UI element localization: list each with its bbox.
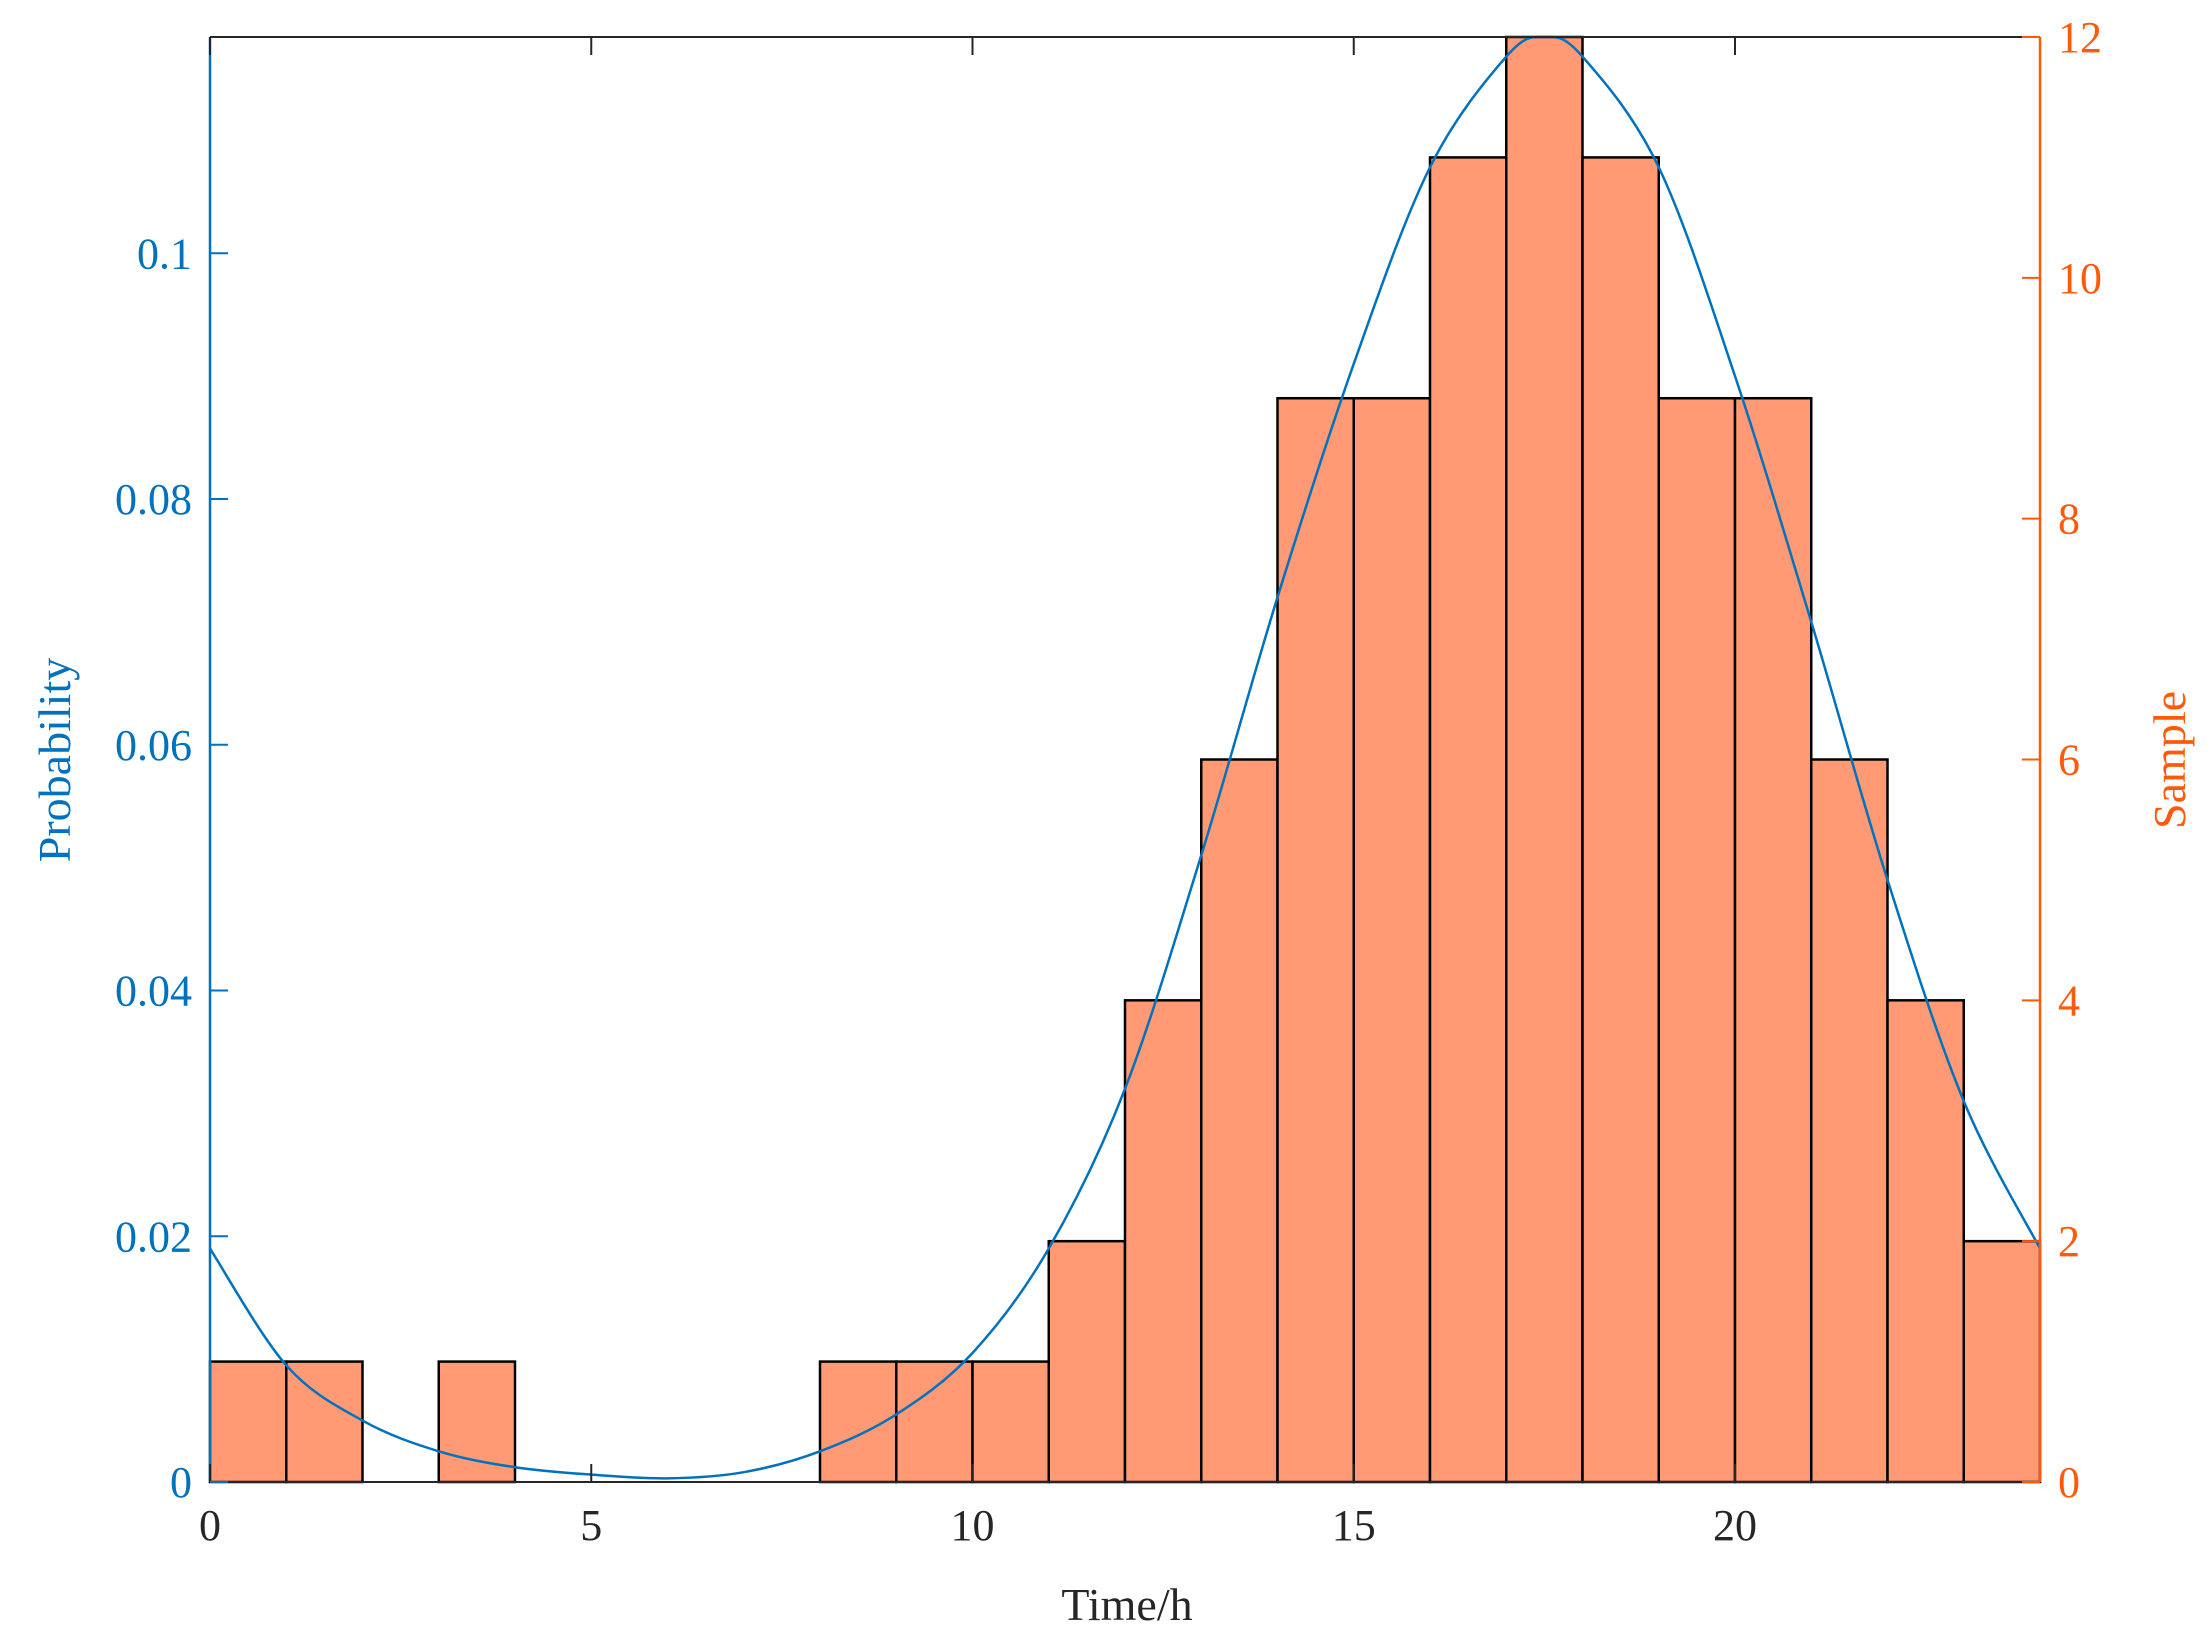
tick-marks [209,36,2040,1483]
left-tick-label: 0.1 [137,229,192,278]
right-tick-label: 2 [2058,1217,2080,1266]
left-tick-label: 0.06 [115,721,192,770]
right-tick-label: 6 [2058,736,2080,785]
left-tick-label: 0.08 [115,475,192,524]
right-axis-title: Sample [2144,691,2195,829]
histogram-bar [1733,397,1813,1484]
histogram-bar [208,1360,288,1484]
left-axis-title: Probability [29,658,80,862]
histogram-bar [1505,35,1584,1484]
x-tick-label: 5 [580,1501,602,1550]
histogram-bar [437,1360,517,1484]
left-tick-label: 0 [170,1458,192,1507]
histogram-bar [1047,1239,1127,1484]
tick-labels: 0 5 10 15 20 0 0.02 0.04 0.06 0.08 0.1 0 2 4 6 8 10 12 [115,13,2102,1550]
histogram-bar [1962,1239,2042,1484]
histogram-bar [1810,758,1889,1484]
right-tick-label: 0 [2058,1458,2080,1507]
x-tick-label: 15 [1332,1501,1376,1550]
left-tick-label: 0.04 [115,967,192,1016]
right-tick-label: 10 [2058,254,2102,303]
histogram-bar [1428,156,1508,1484]
x-tick-label: 10 [951,1501,995,1550]
histogram-bar [971,1360,1050,1484]
right-tick-label: 4 [2058,976,2080,1025]
histogram-bar [1200,758,1279,1484]
right-tick-label: 12 [2058,13,2102,62]
histogram-bar [1352,397,1432,1484]
right-tick-label: 8 [2058,495,2080,544]
histogram-bars [208,35,2042,1484]
x-tick-label: 20 [1713,1501,1757,1550]
histogram-bar [285,1360,364,1484]
x-axis-title: Time/h [1061,1579,1192,1630]
x-tick-label: 0 [199,1501,221,1550]
histogram-bar [1657,397,1737,1484]
left-tick-label: 0.02 [115,1212,192,1261]
histogram-bar [1276,397,1355,1484]
histogram-bar [1123,999,1203,1484]
histogram-bar [1581,156,1660,1484]
histogram-bar [895,1360,974,1484]
